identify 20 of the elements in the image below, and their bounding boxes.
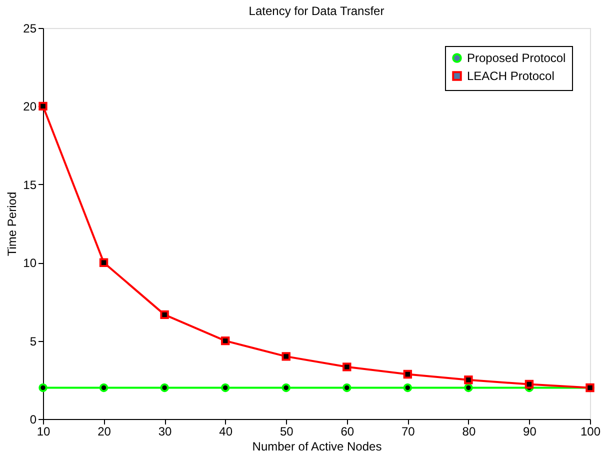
x-tick-label: 100: [580, 424, 601, 438]
y-axis-title: Time Period: [5, 192, 20, 256]
y-tick-label: 15: [23, 178, 37, 192]
x-tick-label: 20: [98, 424, 112, 438]
y-tick-label: 0: [30, 412, 37, 426]
x-axis-title: Number of Active Nodes: [252, 440, 382, 454]
x-tick-label: 50: [280, 424, 294, 438]
x-tick-label: 80: [462, 424, 476, 438]
chart-title: Latency for Data Transfer: [248, 4, 384, 18]
y-tick-label: 10: [23, 256, 37, 270]
x-tick-label: 60: [340, 424, 354, 438]
x-tick-label: 30: [158, 424, 172, 438]
x-tick-label: 90: [523, 424, 537, 438]
x-tick-label: 70: [401, 424, 416, 438]
y-tick-label: 5: [30, 334, 37, 348]
legend-label: LEACH Protocol: [467, 69, 554, 83]
x-tick-label: 40: [219, 424, 233, 438]
legend-label: Proposed Protocol: [467, 51, 566, 65]
y-tick-label: 20: [23, 100, 37, 114]
y-tick-label: 25: [23, 22, 37, 36]
